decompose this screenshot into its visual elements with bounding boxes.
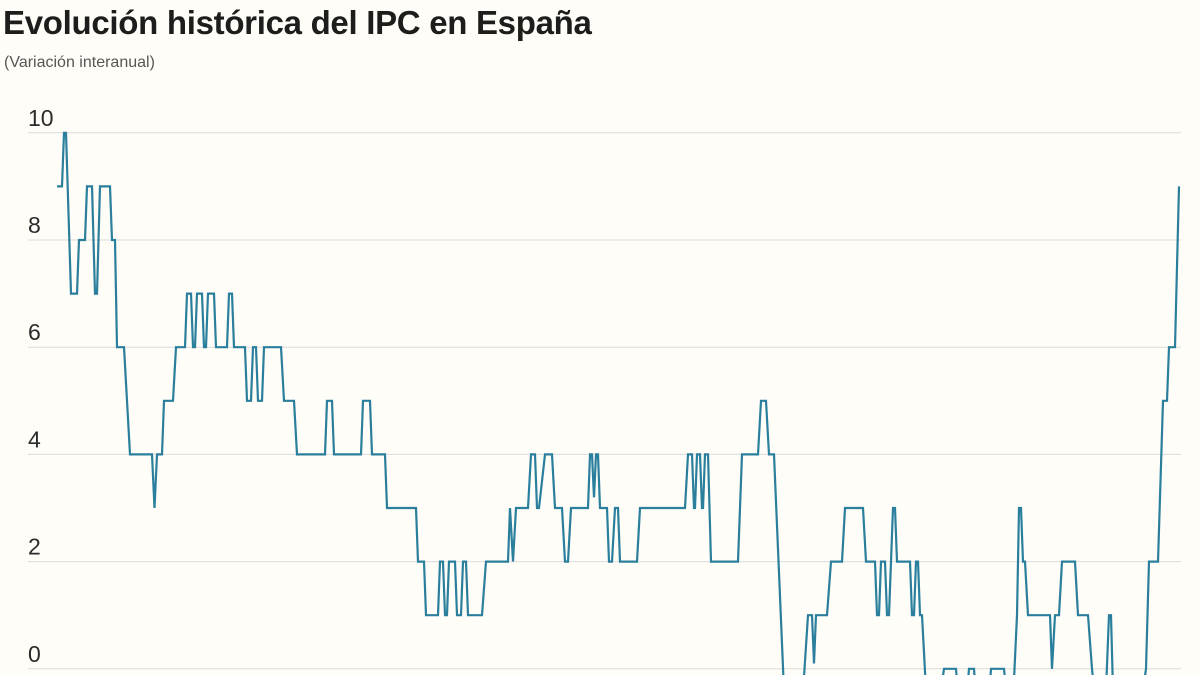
y-axis-tick-label: 2 [28,534,41,560]
ipc-line-series [57,131,1181,675]
y-axis-tick-label: 6 [28,319,41,345]
y-axis-tick-label: 10 [28,105,54,131]
chart-title: Evolución histórica del IPC en España [3,4,592,41]
y-axis-tick-label: 8 [28,212,41,238]
y-axis-tick-label: 0 [28,641,41,667]
chart-subtitle: (Variación interanual) [4,54,155,71]
y-axis-tick-label: 4 [28,426,41,452]
